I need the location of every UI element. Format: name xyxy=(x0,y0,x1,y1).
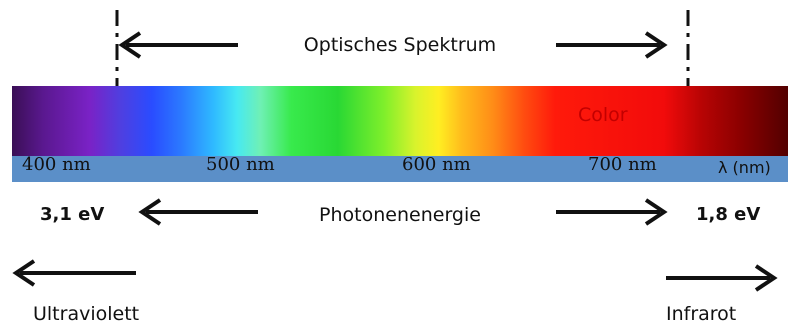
spectrum-right-arrow-icon xyxy=(556,31,668,59)
tick-label-700: 700 nm xyxy=(588,154,657,175)
energy-left-value: 3,1 eV xyxy=(40,204,105,225)
tick-label-500: 500 nm xyxy=(206,154,275,175)
energy-left-arrow-icon xyxy=(138,198,258,226)
tick-label-600: 600 nm xyxy=(402,154,471,175)
wavelength-scale-bar xyxy=(12,156,788,182)
energy-right-value: 1,8 eV xyxy=(696,204,761,225)
spectrum-left-arrow-icon xyxy=(118,31,238,59)
energy-right-arrow-icon xyxy=(556,198,668,226)
ultraviolet-arrow-icon xyxy=(12,259,136,287)
infrared-label: Infrarot xyxy=(666,303,737,325)
wavelength-axis-label: λ (nm) xyxy=(718,158,771,177)
color-spectrum-bar xyxy=(12,86,788,156)
tick-label-400: 400 nm xyxy=(22,154,91,175)
color-overlay-label: Color xyxy=(578,104,628,126)
photon-energy-label: Photonenenergie xyxy=(319,204,481,226)
optical-spectrum-label: Optisches Spektrum xyxy=(303,34,497,56)
infrared-arrow-icon xyxy=(666,264,778,292)
ultraviolet-label: Ultraviolett xyxy=(33,303,140,325)
